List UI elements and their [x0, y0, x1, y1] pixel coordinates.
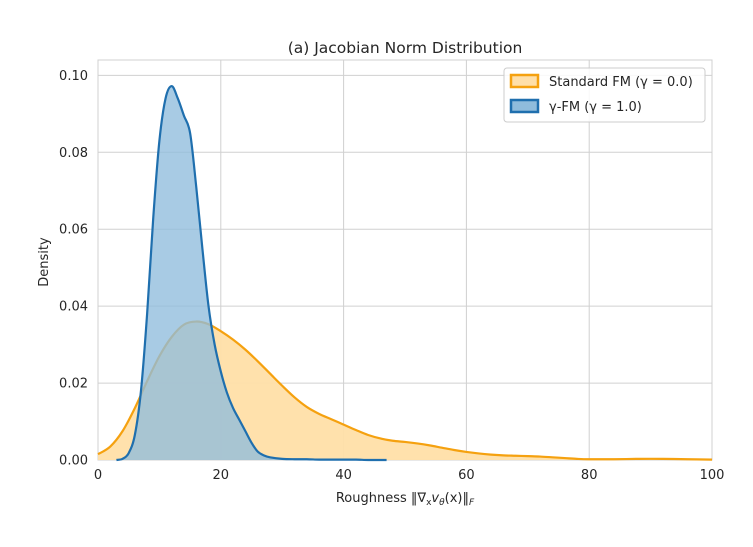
y-tick-label: 0.06 — [59, 223, 88, 238]
x-axis-label: Roughness ‖∇xvθ(x)‖F — [336, 491, 475, 508]
legend-label-gamma-fm: γ-FM (γ = 1.0) — [549, 100, 642, 115]
legend-swatch-standard-fm — [509, 73, 540, 89]
series-group — [97, 85, 713, 462]
x-tick-label: 0 — [94, 468, 102, 483]
x-tick-label: 60 — [458, 468, 475, 483]
legend-swatch-gamma-fm — [509, 98, 540, 114]
density-line-gamma-fm — [116, 85, 387, 462]
y-tick-label: 0.10 — [59, 69, 88, 84]
legend-frame — [503, 67, 706, 123]
legend-label-standard-fm: Standard FM (γ = 0.0) — [549, 75, 693, 90]
chart-title: (a) Jacobian Norm Distribution — [288, 39, 523, 57]
x-tick-label: 20 — [213, 468, 230, 483]
y-tick-label: 0.04 — [59, 300, 88, 315]
x-tick-label: 100 — [700, 468, 725, 483]
axis-ticks: 0 20 40 60 80 100 0.00 0.02 0.04 0.06 0.08 0.10 — [59, 69, 724, 483]
y-tick-label: 0.02 — [59, 377, 88, 392]
y-tick-label: 0.00 — [59, 454, 88, 469]
area-fill-gamma-fm — [116, 86, 387, 461]
y-axis-label: Density — [37, 237, 52, 287]
x-tick-label: 40 — [335, 468, 352, 483]
y-tick-label: 0.08 — [59, 146, 88, 161]
x-tick-label: 80 — [581, 468, 598, 483]
legend: Standard FM (γ = 0.0) γ-FM (γ = 1.0) — [503, 67, 706, 123]
